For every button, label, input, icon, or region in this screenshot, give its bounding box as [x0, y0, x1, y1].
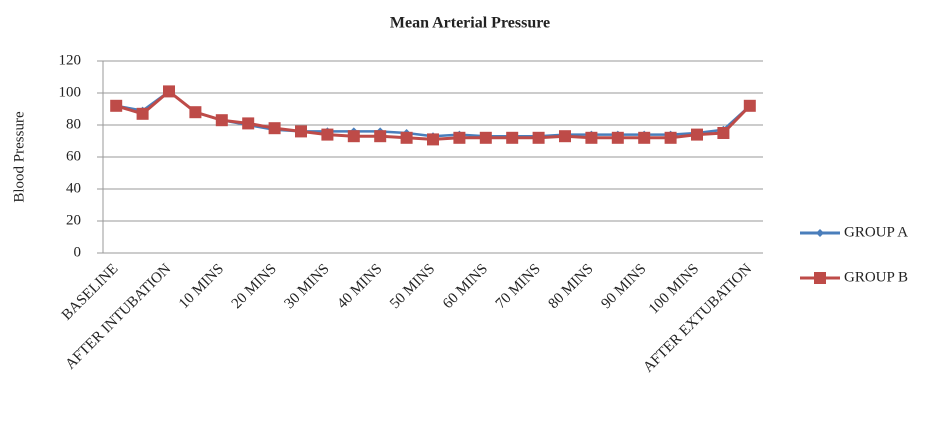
point-marker [189, 106, 202, 119]
point-marker [110, 99, 123, 112]
point-marker [295, 125, 307, 138]
y-tick-label: 120 [59, 52, 82, 68]
point-marker [242, 117, 255, 130]
point-marker [163, 85, 175, 98]
y-tick-label: 20 [66, 212, 81, 228]
point-marker [321, 128, 334, 141]
x-tick-label: 60 MINS [440, 261, 491, 312]
y-tick-label: 0 [74, 244, 82, 260]
point-marker [559, 130, 571, 143]
point-marker [691, 128, 703, 141]
legend-marker [816, 229, 824, 237]
chart-title: Mean Arterial Pressure [390, 15, 550, 32]
point-marker [532, 131, 545, 144]
y-tick-label: 80 [66, 116, 81, 132]
point-marker [664, 131, 677, 144]
x-tick-label: 20 MINS [229, 261, 280, 312]
point-marker [506, 131, 519, 144]
x-tick-label: 100 MINS [646, 261, 702, 317]
point-marker [743, 99, 756, 112]
point-marker [374, 130, 387, 143]
x-tick-label: 40 MINS [334, 261, 385, 312]
point-marker [453, 131, 466, 144]
point-marker [136, 107, 149, 120]
y-axis-label: Blood Pressure [11, 111, 27, 203]
point-marker [611, 131, 624, 144]
legend-marker [814, 272, 826, 284]
point-marker [400, 131, 413, 144]
y-tick-label: 60 [66, 148, 81, 164]
point-marker [427, 133, 439, 146]
y-tick-label: 40 [66, 180, 81, 196]
point-marker [638, 131, 651, 144]
point-marker [215, 114, 228, 127]
x-tick-label: 30 MINS [282, 261, 333, 312]
point-marker [347, 130, 360, 143]
x-tick-label: 70 MINS [493, 261, 544, 312]
x-tick-label: AFTER EXTUBATION [640, 261, 755, 376]
series-line [115, 89, 751, 138]
x-tick-label: 80 MINS [546, 261, 597, 312]
x-tick-label: 50 MINS [387, 261, 438, 312]
point-marker [268, 122, 281, 135]
x-tick-label: 10 MINS [176, 261, 227, 312]
legend-label: GROUP A [844, 224, 908, 240]
point-marker [717, 127, 730, 139]
x-tick-label: AFTER INTUBATION [62, 261, 174, 373]
x-tick-label: 90 MINS [598, 261, 649, 312]
point-marker [479, 131, 492, 144]
point-marker [585, 131, 598, 144]
legend-label: GROUP B [844, 269, 908, 285]
y-tick-label: 100 [59, 84, 82, 100]
